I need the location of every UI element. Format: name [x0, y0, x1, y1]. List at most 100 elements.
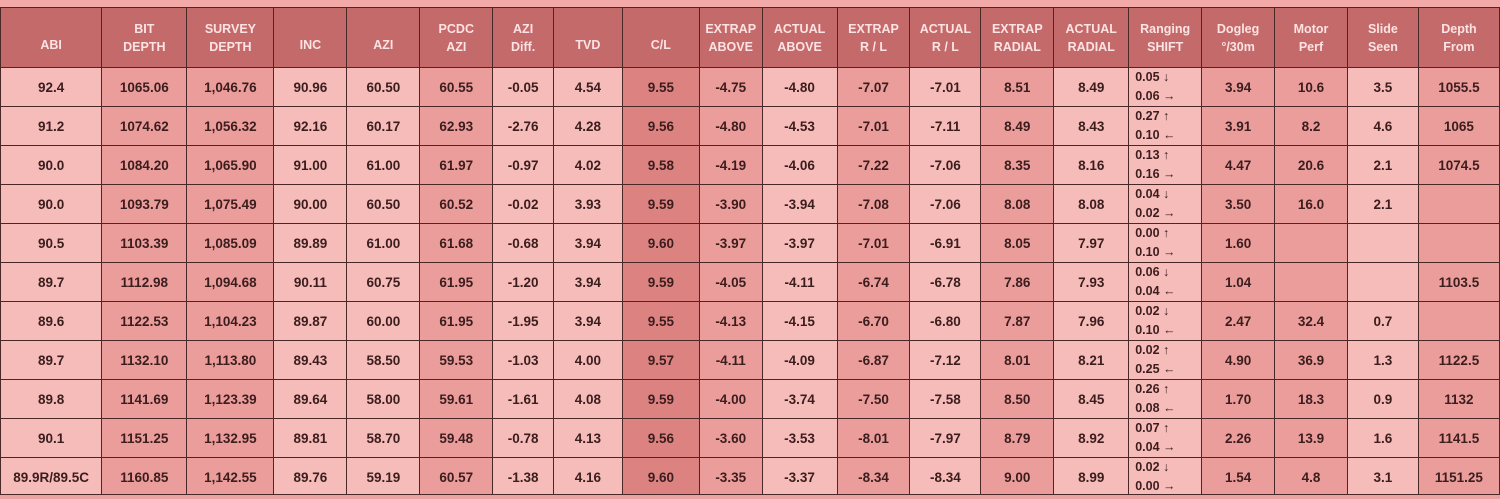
cell-azi: 58.50: [346, 340, 421, 380]
cell-tvd: 4.08: [552, 379, 623, 419]
cell-cl: 9.60: [621, 223, 700, 263]
header-line2: AZI: [446, 39, 467, 54]
cell-cl: 9.56: [621, 106, 700, 146]
cell-azi: 60.50: [346, 67, 421, 107]
cell-actual-rl: -7.06: [909, 145, 982, 185]
header-line1: Slide: [1367, 21, 1398, 36]
cell-abi: 89.7: [0, 262, 103, 302]
header-line2: C/L: [650, 37, 671, 52]
cell-azi: 60.17: [346, 106, 421, 146]
cell-survey-depth: 1,046.76: [186, 67, 275, 107]
cell-tvd: 4.54: [552, 67, 623, 107]
cell-extrap-radial: 7.86: [980, 262, 1055, 302]
cell-dogleg: 3.91: [1201, 106, 1276, 146]
cell-azi: 60.00: [346, 301, 421, 341]
cell-bit-depth: 1151.25: [101, 418, 188, 458]
cell-ranging-shift: 0.02 ↑ 0.25 ←: [1128, 340, 1203, 380]
cell-actual-radial: 7.93: [1053, 262, 1130, 302]
cell-extrap-above: -4.00: [698, 379, 763, 419]
cell-extrap-rl: -6.74: [836, 262, 911, 302]
cell-actual-radial: 7.96: [1053, 301, 1130, 341]
header-line1: PCDC: [438, 21, 474, 36]
cell-cl: 9.55: [621, 301, 700, 341]
column-header-6: AZI Diff.: [492, 7, 554, 68]
cell-azi-diff: -1.95: [492, 301, 554, 341]
cell-dogleg: 4.90: [1201, 340, 1276, 380]
cell-actual-rl: -6.91: [909, 223, 982, 263]
table-row: 89.7 1112.98 1,094.68 90.11 60.75 61.95 -1.20 3…: [0, 262, 1500, 302]
cell-actual-above: -4.80: [761, 67, 838, 107]
cell-actual-radial: 8.99: [1053, 457, 1130, 497]
cell-depth-from: [1417, 184, 1500, 224]
cell-azi: 60.75: [346, 262, 421, 302]
cell-extrap-rl: -7.01: [836, 106, 911, 146]
cell-tvd: 4.00: [552, 340, 623, 380]
cell-pcdc-azi: 59.61: [419, 379, 494, 419]
column-header-18: Slide Seen: [1346, 7, 1419, 68]
cell-depth-from: 1103.5: [1417, 262, 1500, 302]
cell-tvd: 4.28: [552, 106, 623, 146]
cell-actual-rl: -7.97: [909, 418, 982, 458]
column-header-12: ACTUAL R / L: [909, 7, 982, 68]
header-line2: INC: [299, 37, 322, 52]
cell-actual-above: -3.97: [761, 223, 838, 263]
cell-depth-from: 1151.25: [1417, 457, 1500, 497]
cell-slide-seen: 3.5: [1346, 67, 1419, 107]
cell-survey-depth: 1,132.95: [186, 418, 275, 458]
ranging-shift-value: 0.02 ↓: [1135, 460, 1170, 474]
ranging-shift-value: 0.04 ←: [1135, 284, 1176, 298]
cell-tvd: 3.93: [552, 184, 623, 224]
cell-actual-above: -4.09: [761, 340, 838, 380]
cell-azi: 58.70: [346, 418, 421, 458]
cell-bit-depth: 1141.69: [101, 379, 188, 419]
cell-actual-above: -3.53: [761, 418, 838, 458]
cell-extrap-radial: 8.51: [980, 67, 1055, 107]
cell-ranging-shift: 0.02 ↓ 0.00 →: [1128, 457, 1203, 497]
cell-bit-depth: 1065.06: [101, 67, 188, 107]
cell-pcdc-azi: 61.95: [419, 262, 494, 302]
header-line2: ABOVE: [777, 39, 822, 54]
cell-extrap-above: -4.19: [698, 145, 763, 185]
cell-bit-depth: 1074.62: [101, 106, 188, 146]
cell-motor-perf: 18.3: [1274, 379, 1348, 419]
cell-actual-rl: -7.06: [909, 184, 982, 224]
cell-survey-depth: 1,104.23: [186, 301, 275, 341]
partial-next-row: [0, 494, 1500, 499]
cell-slide-seen: 1.6: [1346, 418, 1419, 458]
ranging-shift-value: 0.02 ↑: [1135, 343, 1170, 357]
cell-actual-above: -4.53: [761, 106, 838, 146]
column-header-2: SURVEY DEPTH: [186, 7, 275, 68]
cell-abi: 91.2: [0, 106, 103, 146]
cell-motor-perf: 32.4: [1274, 301, 1348, 341]
ranging-shift-value: 0.10 →: [1135, 245, 1176, 259]
header-line2: DEPTH: [123, 39, 166, 54]
ranging-shift-value: 0.00 →: [1135, 479, 1176, 493]
column-header-11: EXTRAP R / L: [836, 7, 911, 68]
ranging-shift-value: 0.08 ←: [1135, 401, 1176, 415]
cell-tvd: 4.16: [552, 457, 623, 497]
cell-motor-perf: 10.6: [1274, 67, 1348, 107]
header-line2: RADIAL: [1067, 39, 1115, 54]
cell-ranging-shift: 0.13 ↑ 0.16 →: [1128, 145, 1203, 185]
survey-table: ABI BIT DEPTH SURVEY DEPTH INC AZI PCDC AZI AZI Di…: [0, 7, 1500, 497]
column-header-17: Motor Perf: [1274, 7, 1348, 68]
cell-inc: 91.00: [273, 145, 348, 185]
cell-actual-radial: 8.08: [1053, 184, 1130, 224]
cell-extrap-rl: -7.07: [836, 67, 911, 107]
cell-extrap-above: -3.97: [698, 223, 763, 263]
cell-extrap-above: -4.75: [698, 67, 763, 107]
cell-motor-perf: 36.9: [1274, 340, 1348, 380]
column-header-1: BIT DEPTH: [101, 7, 188, 68]
table-row: 89.6 1122.53 1,104.23 89.87 60.00 61.95 -1.95 3…: [0, 301, 1500, 341]
cell-slide-seen: 3.1: [1346, 457, 1419, 497]
cell-actual-radial: 8.16: [1053, 145, 1130, 185]
column-header-9: EXTRAP ABOVE: [698, 7, 763, 68]
cell-slide-seen: [1346, 223, 1419, 263]
cell-slide-seen: 0.7: [1346, 301, 1419, 341]
cell-dogleg: 4.47: [1201, 145, 1276, 185]
cell-extrap-above: -4.11: [698, 340, 763, 380]
cell-dogleg: 2.47: [1201, 301, 1276, 341]
cell-dogleg: 1.04: [1201, 262, 1276, 302]
table-row: 90.1 1151.25 1,132.95 89.81 58.70 59.48 -0.78 4…: [0, 418, 1500, 458]
cell-abi: 90.1: [0, 418, 103, 458]
